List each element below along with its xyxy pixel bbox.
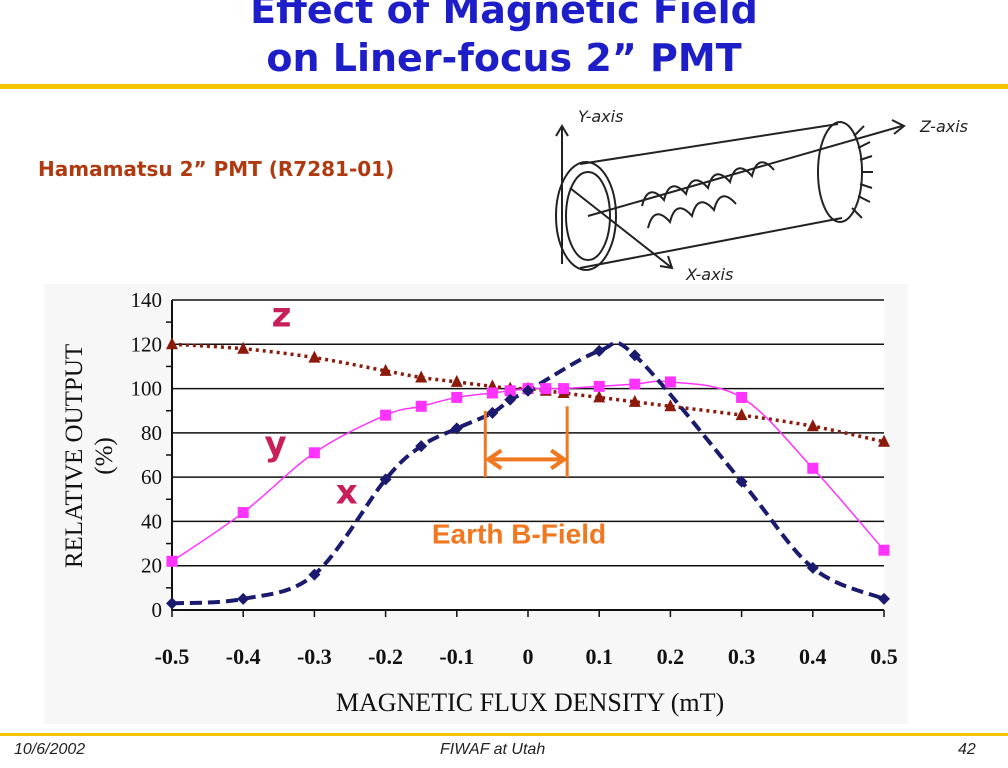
x-tick-label: -0.2 <box>368 644 403 669</box>
data-point-z <box>806 419 819 432</box>
x-tick-label: 0.4 <box>799 644 827 669</box>
z-axis-line <box>587 125 903 217</box>
pmt-axis-diagram: Y-axis Z-axis X-axis <box>555 107 968 284</box>
y-tick-label: 60 <box>141 465 162 489</box>
x-tick-label: 0.1 <box>585 644 613 669</box>
tube-face-inner <box>565 171 611 261</box>
data-point-y <box>451 391 463 403</box>
data-point-x <box>522 384 534 397</box>
data-point-z <box>450 374 463 387</box>
data-point-x <box>593 344 606 357</box>
data-point-z <box>878 434 890 447</box>
data-point-x <box>450 422 463 435</box>
x-tick-label: 0.5 <box>870 644 898 669</box>
data-point-y <box>415 400 427 412</box>
data-point-x <box>415 440 428 453</box>
data-point-x <box>735 475 748 488</box>
data-point-x <box>308 568 321 581</box>
footer-date: 10/6/2002 <box>14 741 86 758</box>
data-point-x <box>379 473 392 486</box>
x-axis-arrowhead <box>659 255 674 270</box>
data-point-x <box>878 592 890 605</box>
diagram-y-axis-label: Y-axis <box>578 107 623 126</box>
relative-output-chart: 0 20 40 60 80 100 120 140 -0.5 -0.4 -0.3 -0.2 -0.1 0 0… <box>44 284 908 724</box>
x-tick-label: -0.3 <box>297 644 332 669</box>
data-point-y <box>540 383 552 395</box>
data-point-y <box>736 391 748 403</box>
title-divider <box>0 84 1008 89</box>
y-tick-label: 100 <box>131 377 163 401</box>
plot-area <box>172 300 884 610</box>
data-point-x <box>237 592 250 605</box>
data-point-y <box>807 462 819 474</box>
y-tick-label: 40 <box>141 509 162 533</box>
series-label-y: y <box>265 424 287 464</box>
footer-event: FIWAF at Utah <box>440 741 546 758</box>
x-axis-title: MAGNETIC FLUX DENSITY (mT) <box>336 688 724 717</box>
data-point-x <box>628 349 641 362</box>
x-tick-label: 0.2 <box>657 644 685 669</box>
data-point-z <box>166 337 178 350</box>
slide-title-line1: Effect of Magnetic Field <box>250 0 758 32</box>
data-point-y <box>308 447 320 459</box>
series-label-x: x <box>336 473 358 513</box>
data-point-z <box>415 370 428 383</box>
tube-bottom-edge <box>579 217 843 269</box>
pmt-model-label: Hamamatsu 2” PMT (R7281-01) <box>38 157 395 181</box>
tube-top-edge <box>579 123 839 165</box>
data-point-x <box>166 597 178 610</box>
tube-back-end <box>817 121 863 223</box>
data-point-z <box>664 399 677 412</box>
data-point-x <box>486 406 499 419</box>
y-tick-label: 80 <box>141 421 162 445</box>
data-point-z <box>308 350 321 363</box>
data-point-y <box>486 387 498 399</box>
series-label-z: z <box>272 296 292 336</box>
tube-face-outer <box>555 161 617 271</box>
tube-pins <box>851 125 873 219</box>
slide-title-line2: on Liner-focus 2” PMT <box>266 36 742 80</box>
x-axis-line <box>569 187 673 269</box>
y-tick-label: 20 <box>141 554 162 578</box>
y-tick-label: 140 <box>131 288 163 312</box>
x-tick-label: 0 <box>523 644 534 669</box>
x-tick-label: -0.5 <box>155 644 190 669</box>
data-point-y <box>504 385 516 397</box>
data-point-y <box>380 409 392 421</box>
y-axis-title: RELATIVE OUTPUT <box>61 344 88 568</box>
data-point-z <box>628 394 641 407</box>
z-axis-arrowhead <box>891 119 906 135</box>
data-point-y <box>664 376 676 388</box>
page-number: 42 <box>958 741 976 758</box>
data-point-z <box>735 408 748 421</box>
earth-field-arrowhead-left <box>484 448 503 471</box>
footer-divider <box>0 733 1008 736</box>
data-point-y <box>629 378 641 390</box>
x-tick-label: 0.3 <box>728 644 756 669</box>
data-point-x <box>806 561 819 574</box>
y-tick-label: 0 <box>152 598 163 622</box>
y-tick-label: 120 <box>131 332 163 356</box>
data-point-y <box>593 380 605 392</box>
x-tick-label: -0.4 <box>226 644 261 669</box>
data-point-y <box>166 555 178 567</box>
data-point-z <box>379 363 392 376</box>
earth-field-arrowhead-right <box>550 448 568 471</box>
y-axis-unit: (%) <box>91 437 118 474</box>
data-point-z <box>237 341 250 354</box>
diagram-x-axis-label: X-axis <box>685 265 733 284</box>
data-point-x <box>504 393 517 406</box>
data-point-y <box>878 544 890 556</box>
x-tick-label: -0.1 <box>439 644 474 669</box>
diagram-z-axis-label: Z-axis <box>919 117 968 136</box>
y-axis-arrowhead <box>555 124 569 137</box>
dynode-chain-upper <box>641 161 775 207</box>
earth-field-label: Earth B-Field <box>432 519 606 550</box>
data-point-y <box>237 507 249 519</box>
dynode-chain-lower <box>647 195 737 229</box>
data-point-y <box>558 383 570 395</box>
data-point-z <box>593 390 606 403</box>
